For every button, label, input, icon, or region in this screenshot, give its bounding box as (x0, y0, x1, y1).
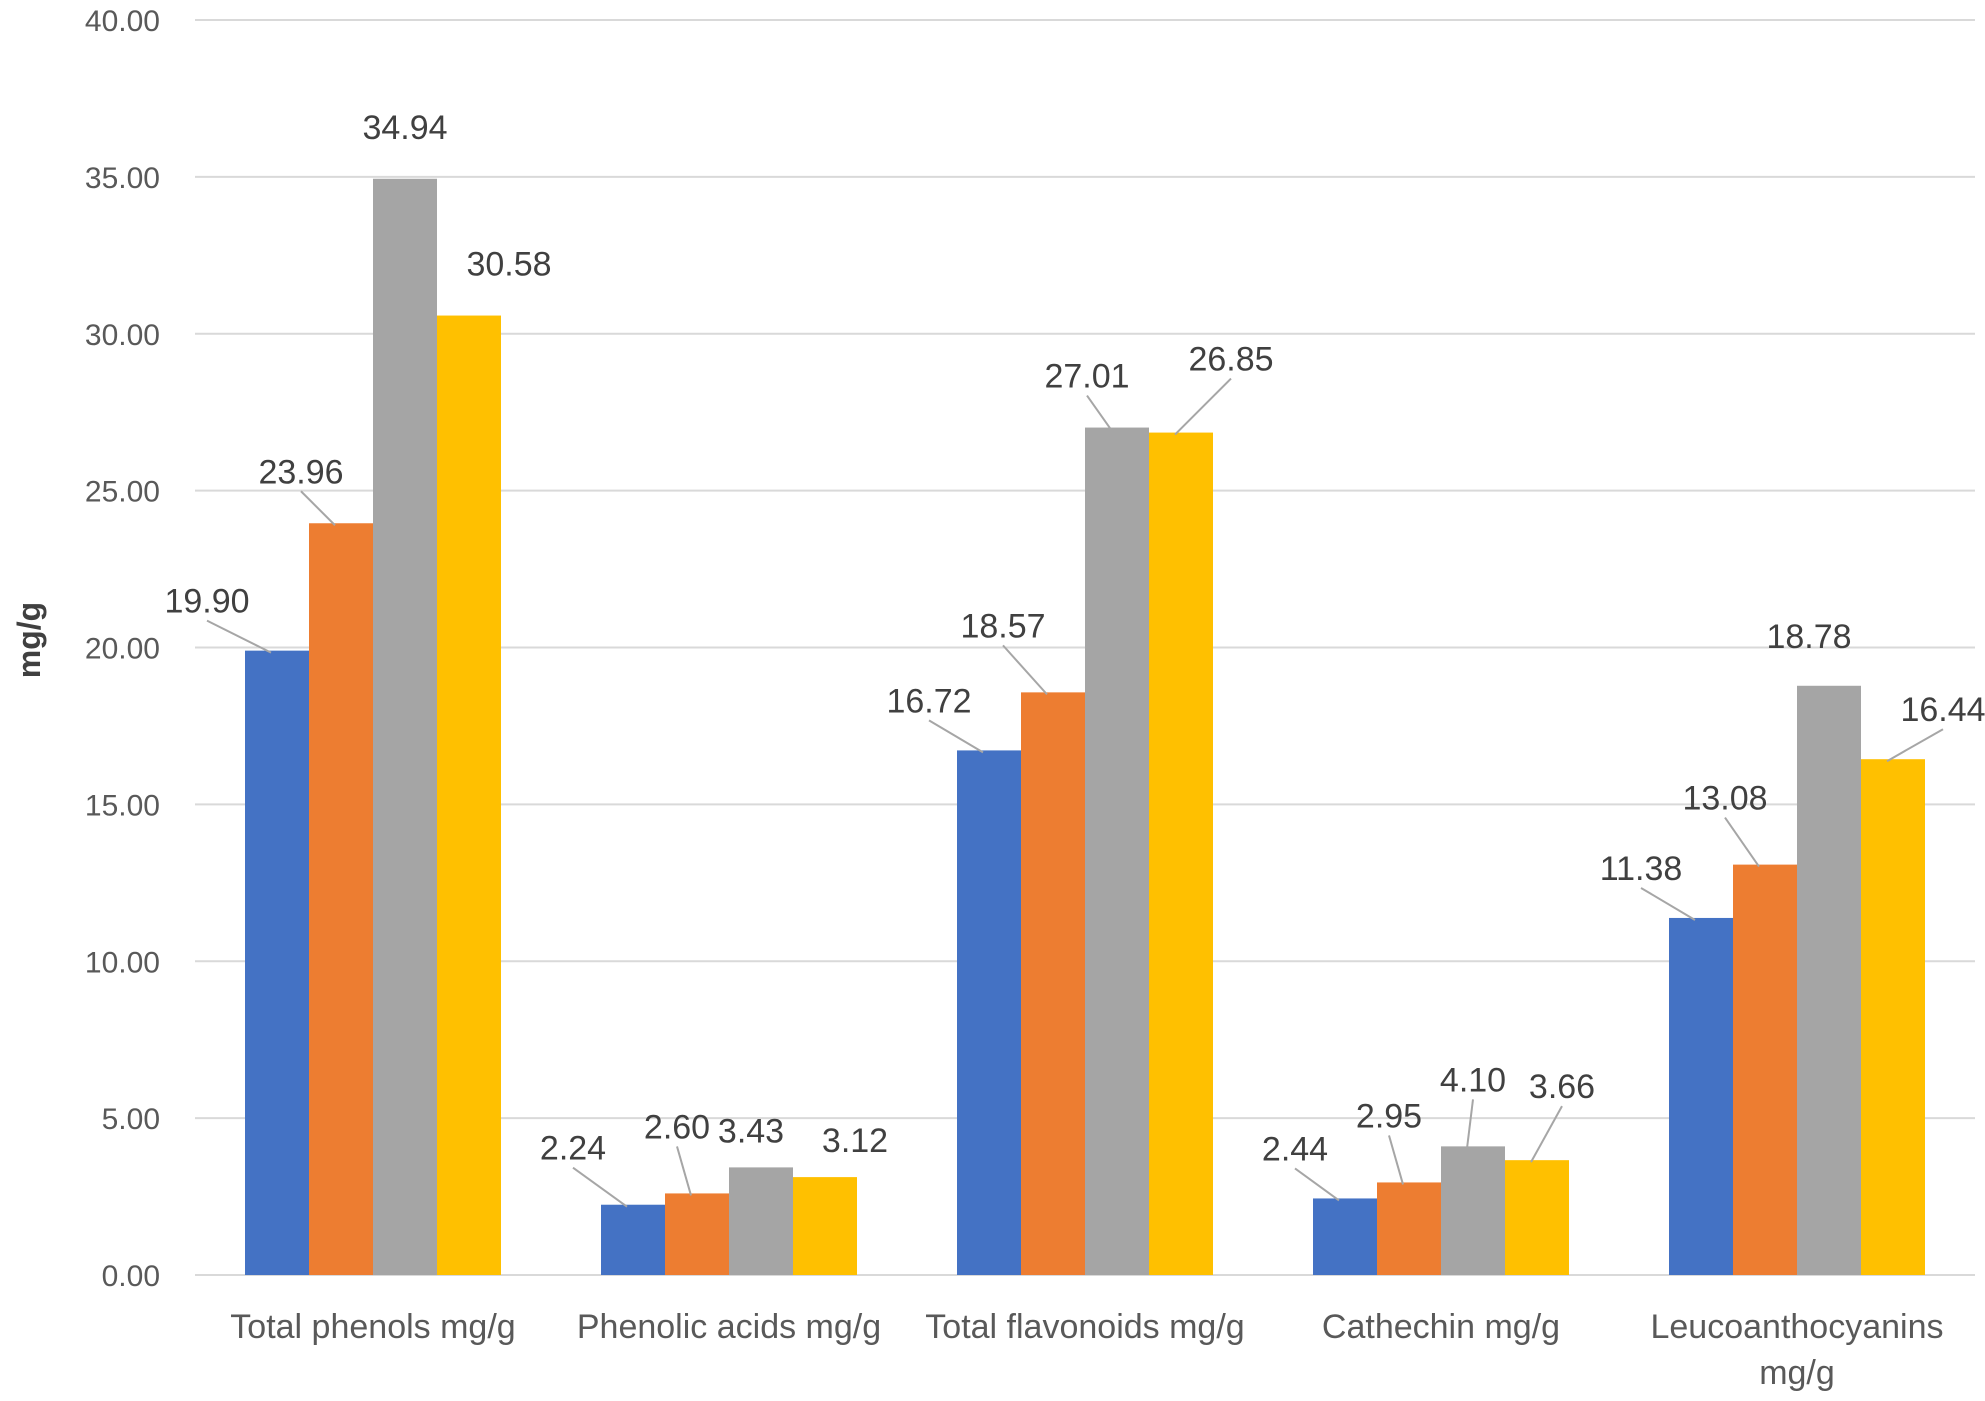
data-label: 11.38 (1600, 850, 1683, 888)
bar (245, 650, 309, 1275)
bar (1313, 1198, 1377, 1275)
label-leader-line (1466, 1099, 1474, 1149)
data-label: 3.43 (718, 1112, 784, 1150)
y-axis-ticks: 0.00 5.00 10.00 15.00 20.00 25.00 30.00 35.00 40… (85, 5, 160, 1293)
label-leader-line (1294, 1167, 1340, 1202)
data-label: 2.24 (540, 1130, 606, 1168)
bar (1861, 759, 1925, 1275)
x-category-label: Leucoanthocyanins (1650, 1308, 1943, 1346)
bar (1505, 1160, 1569, 1275)
x-category-label: Total phenols mg/g (230, 1308, 515, 1346)
bar (309, 523, 373, 1275)
y-tick-label: 10.00 (85, 946, 160, 979)
data-label: 19.90 (164, 583, 249, 621)
data-label: 2.60 (644, 1108, 710, 1146)
bar (1797, 685, 1861, 1275)
x-category-label: Phenolic acids mg/g (577, 1308, 881, 1346)
label-leader-line (1886, 728, 1944, 763)
y-tick-label: 15.00 (85, 789, 160, 822)
bar (665, 1193, 729, 1275)
data-label: 23.96 (258, 453, 343, 491)
data-label: 18.78 (1766, 618, 1851, 656)
label-leader-line (676, 1146, 692, 1196)
label-leader-line (1086, 394, 1112, 431)
label-leader-line (1002, 644, 1048, 696)
bar (957, 750, 1021, 1275)
bar (373, 178, 437, 1275)
data-label: 4.10 (1440, 1061, 1506, 1099)
data-label: 18.57 (960, 607, 1045, 645)
y-tick-label: 0.00 (102, 1260, 160, 1293)
x-category-label: Cathechin mg/g (1322, 1308, 1560, 1346)
bar (793, 1177, 857, 1275)
bar (601, 1204, 665, 1275)
bar (437, 315, 501, 1275)
data-label: 3.12 (822, 1122, 888, 1160)
label-leader-line (572, 1166, 628, 1208)
bar (729, 1167, 793, 1275)
data-label: 30.58 (466, 246, 551, 284)
label-leader-line (206, 619, 272, 654)
data-label: 34.94 (362, 109, 447, 147)
y-tick-label: 30.00 (85, 319, 160, 352)
label-leader-line (1530, 1105, 1563, 1163)
label-leader-line (1174, 377, 1232, 436)
x-axis-categories: Total phenols mg/g Phenolic acids mg/g Tot… (230, 1308, 1943, 1392)
data-label: 3.66 (1529, 1068, 1595, 1106)
data-label: 2.44 (1262, 1130, 1328, 1168)
data-label: 2.95 (1356, 1097, 1422, 1135)
label-leader-line (1388, 1135, 1404, 1185)
bar (1085, 427, 1149, 1275)
data-label-leaders (206, 377, 1944, 1208)
label-leader-line (300, 490, 336, 526)
bar (1733, 864, 1797, 1275)
data-label: 16.44 (1900, 691, 1985, 729)
label-leader-line (1640, 887, 1696, 921)
bar (1441, 1146, 1505, 1275)
data-label: 16.72 (886, 682, 971, 720)
bar (1149, 432, 1213, 1275)
data-label: 13.08 (1682, 780, 1767, 818)
bars (245, 178, 1925, 1275)
bar (1021, 692, 1085, 1275)
y-tick-label: 40.00 (85, 5, 160, 38)
data-labels: 19.90 2.24 16.72 2.44 11.38 23.96 2.60 18.57 2.9… (164, 109, 1985, 1169)
y-tick-label: 35.00 (85, 162, 160, 195)
y-tick-label: 25.00 (85, 476, 160, 509)
y-tick-label: 5.00 (102, 1103, 160, 1136)
label-leader-line (928, 719, 984, 754)
data-label: 27.01 (1044, 358, 1129, 396)
label-leader-line (1724, 817, 1760, 868)
bar (1377, 1182, 1441, 1275)
x-category-label: mg/g (1759, 1354, 1835, 1392)
bar (1669, 917, 1733, 1275)
y-tick-label: 20.00 (85, 633, 160, 666)
x-category-label: Total flavonoids mg/g (925, 1308, 1244, 1346)
y-axis-title: mg/g (11, 602, 47, 678)
data-label: 26.85 (1188, 341, 1273, 379)
